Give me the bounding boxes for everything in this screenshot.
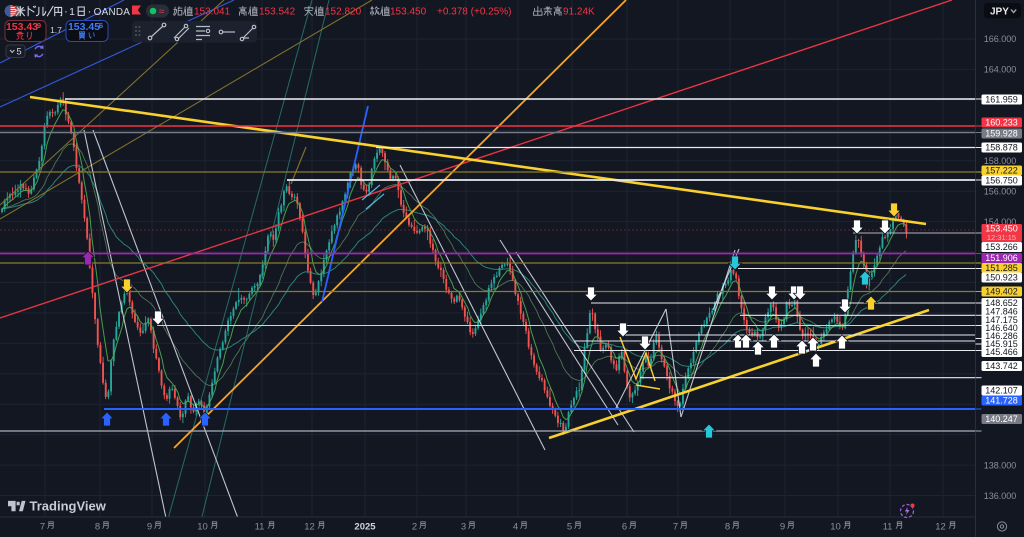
svg-text:152.820: 152.820 xyxy=(325,7,362,18)
svg-text:158.878: 158.878 xyxy=(985,143,1018,153)
svg-text:7: 7 xyxy=(40,522,45,533)
svg-text:6: 6 xyxy=(99,21,103,30)
svg-text:11: 11 xyxy=(255,522,265,533)
svg-text:12: 12 xyxy=(935,522,946,533)
svg-text:157.222: 157.222 xyxy=(985,166,1018,176)
svg-text:10: 10 xyxy=(197,522,208,533)
svg-text:153.450: 153.450 xyxy=(985,224,1018,234)
svg-text:153.450: 153.450 xyxy=(390,7,427,18)
svg-text:156.000: 156.000 xyxy=(984,186,1017,196)
svg-text:154.000: 154.000 xyxy=(984,217,1017,227)
svg-text:164.000: 164.000 xyxy=(984,65,1017,75)
svg-text:153.43: 153.43 xyxy=(6,21,38,33)
svg-text:158.000: 158.000 xyxy=(984,156,1017,166)
svg-text:≈: ≈ xyxy=(159,7,165,18)
svg-text:8: 8 xyxy=(725,522,730,533)
svg-text:140.247: 140.247 xyxy=(985,414,1018,424)
svg-text:9: 9 xyxy=(147,522,152,533)
svg-text:+0.378 (+0.25%): +0.378 (+0.25%) xyxy=(437,7,512,18)
svg-text:156.750: 156.750 xyxy=(985,176,1018,186)
svg-text:12: 12 xyxy=(304,522,315,533)
svg-text:147.846: 147.846 xyxy=(985,307,1018,317)
svg-text:·: · xyxy=(88,6,92,18)
svg-text:138.000: 138.000 xyxy=(984,460,1017,470)
svg-text:7: 7 xyxy=(673,522,678,533)
svg-text:161.959: 161.959 xyxy=(985,95,1018,105)
svg-text:1: 1 xyxy=(69,6,75,18)
svg-text:TradingView: TradingView xyxy=(30,499,107,514)
svg-text:150.923: 150.923 xyxy=(985,273,1018,283)
svg-text:9: 9 xyxy=(780,522,785,533)
svg-text:5: 5 xyxy=(567,522,572,533)
svg-text:153.45: 153.45 xyxy=(68,21,100,33)
svg-text:8: 8 xyxy=(95,522,100,533)
svg-text:145.466: 145.466 xyxy=(985,347,1018,357)
svg-text:4: 4 xyxy=(513,522,518,533)
svg-text:OANDA: OANDA xyxy=(94,7,131,18)
svg-text:9: 9 xyxy=(37,21,41,30)
svg-text:10: 10 xyxy=(830,522,841,533)
svg-text:148.652: 148.652 xyxy=(985,298,1018,308)
svg-text:11: 11 xyxy=(883,522,893,533)
svg-text:151.285: 151.285 xyxy=(985,263,1018,273)
svg-text:146.286: 146.286 xyxy=(985,331,1018,341)
svg-text:153.041: 153.041 xyxy=(194,7,231,18)
svg-text:143.742: 143.742 xyxy=(985,361,1018,371)
svg-text:12:31:15: 12:31:15 xyxy=(987,233,1016,242)
svg-text:147.175: 147.175 xyxy=(985,315,1018,325)
svg-text:159.928: 159.928 xyxy=(985,129,1018,139)
svg-text:5: 5 xyxy=(16,47,21,58)
svg-text:1.7: 1.7 xyxy=(50,25,62,35)
svg-text:160.233: 160.233 xyxy=(985,118,1018,128)
svg-text:·: · xyxy=(64,6,68,18)
svg-text:166.000: 166.000 xyxy=(984,34,1017,44)
svg-text:6: 6 xyxy=(622,522,627,533)
svg-text:153.266: 153.266 xyxy=(985,242,1018,252)
svg-text:2025: 2025 xyxy=(354,522,376,533)
svg-text:149.402: 149.402 xyxy=(985,287,1018,297)
svg-text:JPY: JPY xyxy=(990,7,1009,18)
svg-text:146.640: 146.640 xyxy=(985,323,1018,333)
svg-text:153.542: 153.542 xyxy=(259,7,296,18)
svg-text:145.915: 145.915 xyxy=(985,339,1018,349)
svg-text:142.107: 142.107 xyxy=(985,386,1018,396)
svg-text:2: 2 xyxy=(412,522,417,533)
svg-text:151.906: 151.906 xyxy=(985,253,1018,263)
svg-text:136.000: 136.000 xyxy=(984,491,1017,501)
svg-text:141.728: 141.728 xyxy=(985,396,1018,406)
svg-text:3: 3 xyxy=(461,522,466,533)
svg-text:91.24K: 91.24K xyxy=(563,7,595,18)
